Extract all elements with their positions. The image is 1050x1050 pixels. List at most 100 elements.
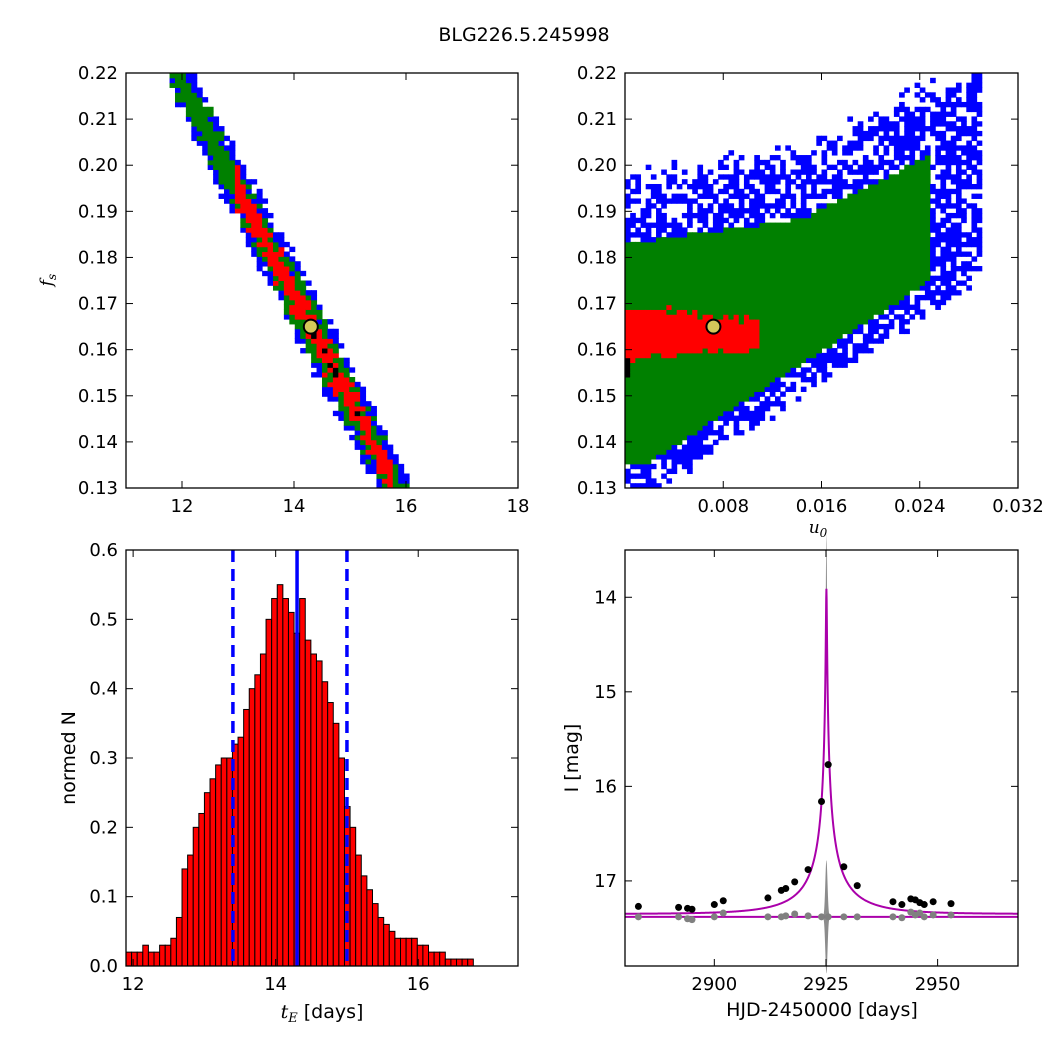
heatmap-cell	[904, 179, 910, 185]
heatmap-cell	[650, 434, 657, 441]
heatmap-cell	[795, 396, 802, 402]
heatmap-cell	[862, 227, 869, 233]
heatmap-cell	[826, 343, 833, 349]
heatmap-cell	[899, 314, 905, 320]
heatmap-cell	[857, 140, 864, 146]
heatmap-cell	[743, 348, 750, 354]
heatmap-cell	[899, 290, 905, 296]
heatmap-cell	[904, 183, 910, 190]
heatmap-cell	[769, 256, 776, 262]
heatmap-cell	[650, 299, 657, 306]
heatmap-cell	[625, 430, 631, 436]
heatmap-cell	[785, 323, 791, 330]
heatmap-cell	[769, 261, 776, 267]
heatmap-cell	[283, 309, 290, 315]
heatmap-cell	[904, 208, 910, 214]
heatmap-cell	[919, 126, 926, 132]
heatmap-cell	[899, 275, 905, 281]
heatmap-cell	[354, 439, 361, 446]
heatmap-cell	[837, 362, 843, 368]
heatmap-cell	[935, 193, 941, 199]
heatmap-cell	[795, 251, 802, 257]
heatmap-cell	[692, 372, 698, 378]
heatmap-cell	[754, 241, 760, 248]
heatmap-cell	[671, 266, 678, 272]
heatmap-cell	[207, 106, 214, 113]
x-tick-label: 2925	[803, 974, 849, 995]
heatmap-cell	[666, 256, 673, 262]
heatmap-cell	[816, 232, 822, 238]
heatmap-cell	[630, 304, 636, 310]
heatmap-cell	[681, 323, 688, 330]
heatmap-cell	[661, 425, 667, 431]
heatmap-cell	[935, 135, 941, 142]
heatmap-cell	[945, 111, 952, 117]
heatmap-cell	[661, 352, 667, 359]
heatmap-cell	[852, 251, 859, 257]
heatmap-cell	[738, 357, 745, 364]
histogram-bar	[181, 868, 189, 967]
heatmap-cell	[707, 309, 714, 315]
heatmap-cell	[707, 208, 714, 214]
heatmap-cell	[687, 280, 693, 286]
heatmap-cell	[676, 386, 683, 392]
heatmap-cell	[764, 232, 771, 238]
heatmap-cell	[743, 275, 750, 281]
data-point	[675, 903, 683, 911]
heatmap-cell	[283, 275, 290, 281]
heatmap-cell	[728, 222, 735, 228]
heatmap-cell	[847, 261, 854, 267]
heatmap-cell	[191, 101, 198, 108]
heatmap-cell	[273, 251, 279, 257]
heatmap-cell	[630, 410, 636, 417]
heatmap-cell	[764, 270, 771, 277]
heatmap-cell	[754, 357, 760, 364]
heatmap-cell	[224, 155, 230, 161]
heatmap-cell	[924, 126, 931, 132]
histogram-bar	[433, 951, 441, 967]
heatmap-cell	[640, 381, 647, 388]
heatmap-cell	[955, 97, 962, 103]
heatmap-cell	[697, 386, 704, 392]
heatmap-cell	[718, 217, 724, 224]
y-tick-label: 0.20	[577, 155, 617, 176]
heatmap-cell	[955, 164, 962, 171]
heatmap-cell	[196, 116, 203, 122]
heatmap-cell	[630, 463, 636, 470]
heatmap-cell	[728, 208, 735, 214]
heatmap-cell	[645, 309, 652, 315]
heatmap-cell	[635, 343, 642, 349]
heatmap-cell	[381, 473, 388, 479]
heatmap-cell	[738, 237, 745, 243]
heatmap-cell	[676, 232, 683, 238]
heatmap-cell	[650, 261, 657, 267]
heatmap-cell	[749, 415, 755, 421]
heatmap-cell	[878, 270, 885, 277]
heatmap-cell	[883, 246, 890, 253]
heatmap-cell	[805, 314, 812, 320]
heatmap-cell	[224, 174, 230, 180]
heatmap-cell	[888, 183, 895, 190]
heatmap-cell	[795, 333, 802, 339]
heatmap-cell	[816, 280, 822, 286]
heatmap-cell	[878, 208, 885, 214]
heatmap-cell	[635, 410, 642, 417]
heatmap-cell	[837, 188, 843, 195]
heatmap-cell	[728, 343, 735, 349]
heatmap-cell	[687, 449, 693, 455]
heatmap-cell	[878, 203, 885, 209]
heatmap-cell	[262, 246, 269, 253]
heatmap-cell	[971, 121, 978, 127]
heatmap-cell	[883, 169, 890, 175]
heatmap-cell	[795, 352, 802, 359]
heatmap-cell	[883, 174, 890, 180]
heatmap-cell	[754, 159, 760, 166]
heatmap-cell	[971, 145, 978, 151]
heatmap-cell	[640, 323, 647, 330]
heatmap-cell	[800, 372, 807, 378]
heatmap-cell	[687, 410, 693, 417]
heatmap-cell	[971, 82, 978, 88]
heatmap-cell	[240, 217, 247, 224]
heatmap-cell	[831, 227, 838, 233]
heatmap-cell	[935, 299, 941, 306]
